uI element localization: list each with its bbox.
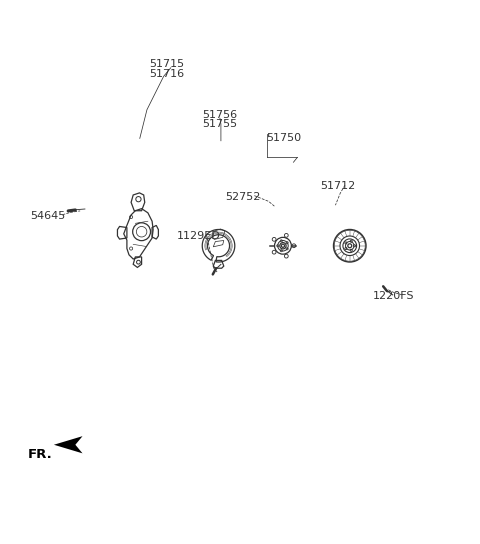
Text: FR.: FR.	[28, 448, 52, 461]
Text: 54645: 54645	[30, 211, 65, 221]
Text: 51715: 51715	[149, 59, 184, 70]
Text: 51750: 51750	[266, 133, 301, 144]
Text: 1220FS: 1220FS	[372, 291, 414, 301]
Polygon shape	[54, 436, 83, 453]
Text: 51756: 51756	[202, 109, 237, 120]
Text: 52752: 52752	[225, 191, 260, 202]
Text: 51755: 51755	[202, 119, 237, 129]
Text: 51716: 51716	[149, 69, 184, 79]
Text: 1129ED: 1129ED	[177, 231, 221, 241]
Text: 51712: 51712	[320, 181, 355, 191]
